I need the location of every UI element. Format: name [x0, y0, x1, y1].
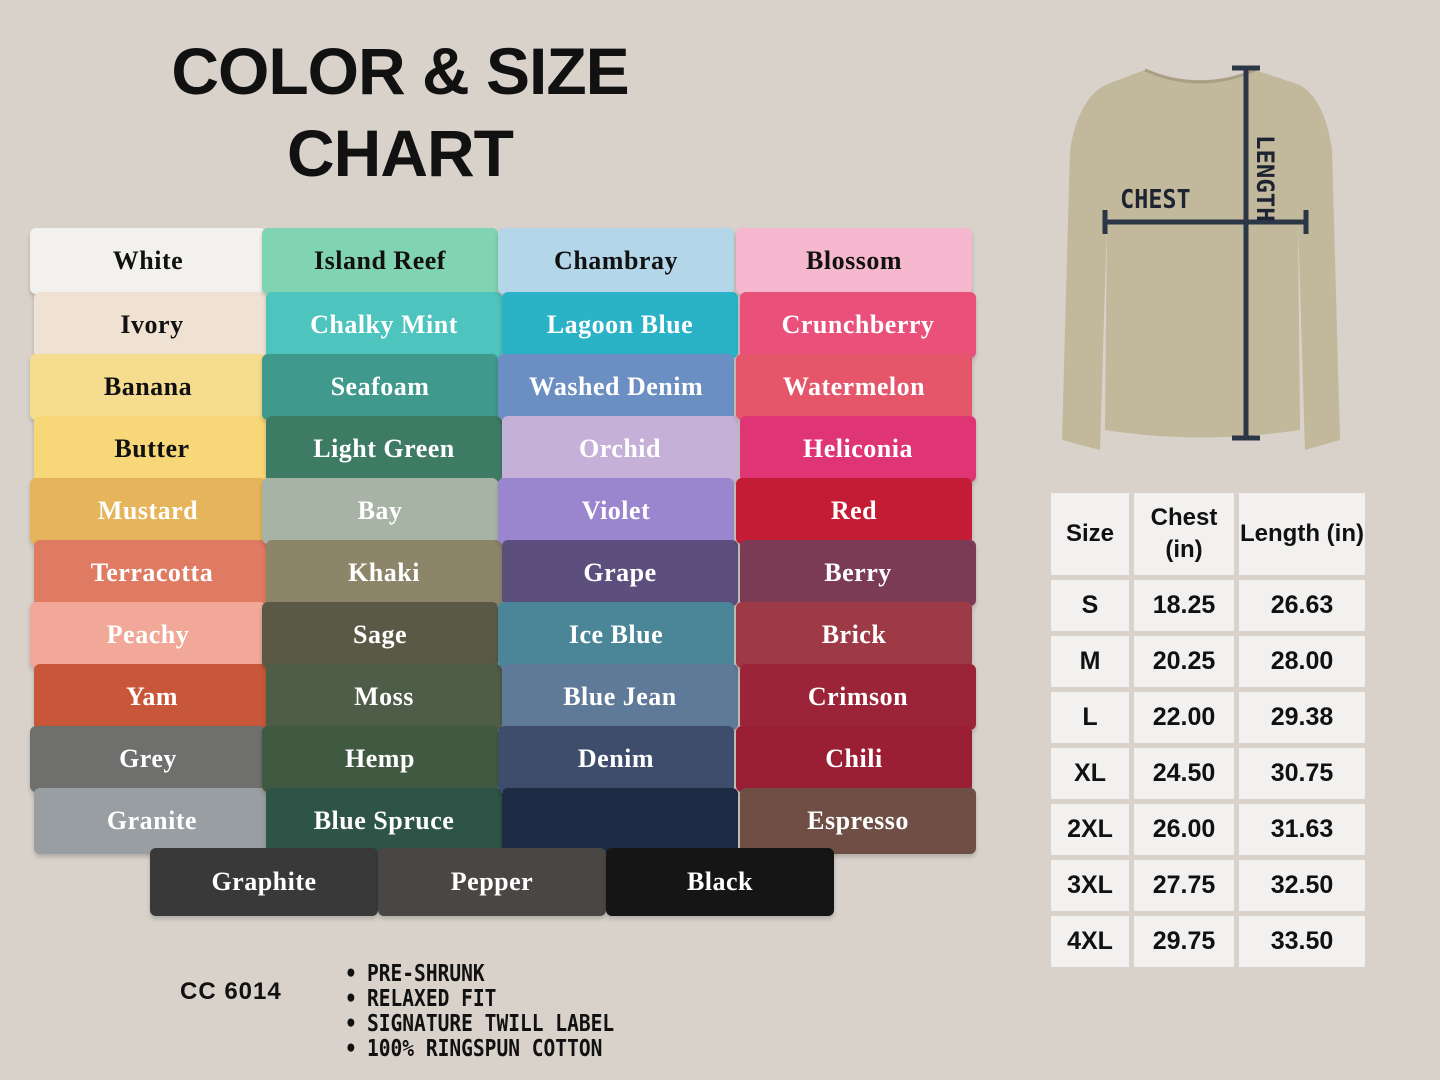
swatch-blossom: Blossom: [736, 228, 972, 294]
chest-cell: 27.75: [1134, 860, 1234, 911]
swatch-red: Red: [736, 478, 972, 544]
swatch-black: Black: [606, 848, 834, 916]
chest-label: CHEST: [1120, 184, 1190, 214]
title-line-2: CHART: [287, 116, 514, 190]
swatch-washed-denim: Washed Denim: [498, 354, 734, 420]
header-size: Size: [1051, 493, 1129, 575]
chest-cell: 18.25: [1134, 580, 1234, 631]
swatch-heliconia: Heliconia: [740, 416, 976, 482]
swatch-berry: Berry: [740, 540, 976, 606]
swatch-moss: Moss: [266, 664, 502, 730]
length-cell: 33.50: [1239, 916, 1365, 967]
swatch-brick: Brick: [736, 602, 972, 668]
swatch-denim: Denim: [498, 726, 734, 792]
swatch-blue-spruce: Blue Spruce: [266, 788, 502, 854]
size-cell: S: [1051, 580, 1129, 631]
chest-cell: 26.00: [1134, 804, 1234, 855]
size-row: S 18.25 26.63: [1051, 580, 1365, 631]
chest-cell: 22.00: [1134, 692, 1234, 743]
size-cell: M: [1051, 636, 1129, 687]
feature-item: RELAXED FIT: [345, 987, 614, 1012]
length-cell: 31.63: [1239, 804, 1365, 855]
swatch-chambray: Chambray: [498, 228, 734, 294]
feature-item: 100% RINGSPUN COTTON: [345, 1037, 614, 1062]
swatch-navy: [502, 788, 738, 854]
swatch-grey: Grey: [30, 726, 266, 792]
swatch-white: White: [30, 228, 266, 294]
swatch-khaki: Khaki: [266, 540, 502, 606]
swatch-watermelon: Watermelon: [736, 354, 972, 420]
shirt-diagram: CHEST LENGTH: [1062, 65, 1340, 450]
size-table: Size Chest (in) Length (in) S 18.25 26.63 M…: [1046, 488, 1370, 972]
size-row: XL 24.50 30.75: [1051, 748, 1365, 799]
swatch-mustard: Mustard: [30, 478, 266, 544]
swatch-butter: Butter: [34, 416, 270, 482]
swatch-yam: Yam: [34, 664, 270, 730]
swatch-grape: Grape: [502, 540, 738, 606]
size-row: 3XL 27.75 32.50: [1051, 860, 1365, 911]
swatch-terracotta: Terracotta: [34, 540, 270, 606]
swatch-orchid: Orchid: [502, 416, 738, 482]
swatch-ice-blue: Ice Blue: [498, 602, 734, 668]
swatch-lagoon-blue: Lagoon Blue: [502, 292, 738, 358]
swatch-bay: Bay: [262, 478, 498, 544]
size-row: M 20.25 28.00: [1051, 636, 1365, 687]
swatch-blue-jean: Blue Jean: [502, 664, 738, 730]
length-cell: 26.63: [1239, 580, 1365, 631]
length-label: LENGTH: [1251, 135, 1279, 222]
header-chest: Chest (in): [1134, 493, 1234, 575]
swatch-island-reef: Island Reef: [262, 228, 498, 294]
size-row: 4XL 29.75 33.50: [1051, 916, 1365, 967]
swatch-crimson: Crimson: [740, 664, 976, 730]
swatch-crunchberry: Crunchberry: [740, 292, 976, 358]
bottom-row-swatches: Graphite Pepper Black: [150, 848, 834, 916]
shirt-image: [1062, 70, 1340, 450]
chest-cell: 20.25: [1134, 636, 1234, 687]
swatch-ivory: Ivory: [34, 292, 270, 358]
model-number: CC 6014: [180, 978, 282, 1005]
size-cell: 3XL: [1051, 860, 1129, 911]
page-title: COLOR & SIZE CHART: [150, 30, 650, 194]
swatch-chalky-mint: Chalky Mint: [266, 292, 502, 358]
size-cell: L: [1051, 692, 1129, 743]
swatch-seafoam: Seafoam: [262, 354, 498, 420]
feature-item: PRE-SHRUNK: [345, 962, 614, 987]
length-cell: 29.38: [1239, 692, 1365, 743]
length-cell: 28.00: [1239, 636, 1365, 687]
size-cell: 2XL: [1051, 804, 1129, 855]
size-cell: 4XL: [1051, 916, 1129, 967]
chest-cell: 29.75: [1134, 916, 1234, 967]
swatch-pepper: Pepper: [378, 848, 606, 916]
swatch-graphite: Graphite: [150, 848, 378, 916]
swatch-peachy: Peachy: [30, 602, 266, 668]
swatch-hemp: Hemp: [262, 726, 498, 792]
feature-item: SIGNATURE TWILL LABEL: [345, 1012, 614, 1037]
length-cell: 30.75: [1239, 748, 1365, 799]
size-row: L 22.00 29.38: [1051, 692, 1365, 743]
size-cell: XL: [1051, 748, 1129, 799]
swatch-banana: Banana: [30, 354, 266, 420]
swatch-violet: Violet: [498, 478, 734, 544]
size-row: 2XL 26.00 31.63: [1051, 804, 1365, 855]
swatch-espresso: Espresso: [740, 788, 976, 854]
title-line-1: COLOR & SIZE: [171, 34, 629, 108]
length-cell: 32.50: [1239, 860, 1365, 911]
swatch-granite: Granite: [34, 788, 270, 854]
chest-cell: 24.50: [1134, 748, 1234, 799]
swatch-light-green: Light Green: [266, 416, 502, 482]
swatch-sage: Sage: [262, 602, 498, 668]
feature-list: PRE-SHRUNK RELAXED FIT SIGNATURE TWILL L…: [345, 962, 662, 1062]
header-length: Length (in): [1239, 493, 1365, 575]
swatch-chili: Chili: [736, 726, 972, 792]
